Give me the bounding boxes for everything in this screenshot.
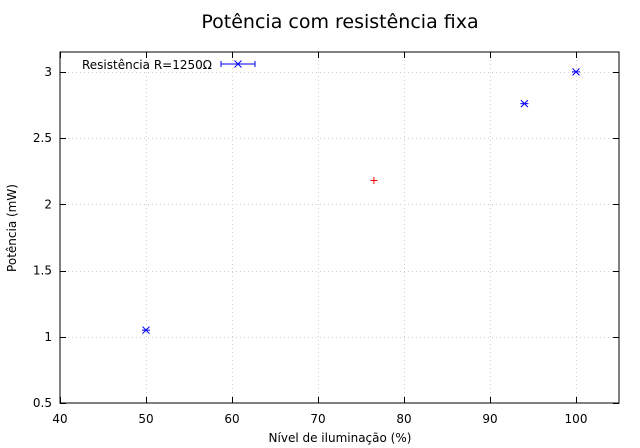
x-tick-label: 50 (138, 412, 153, 426)
data-point (572, 68, 580, 76)
data-points (142, 68, 580, 335)
grid-lines (60, 52, 619, 403)
y-tick-label: 1.5 (33, 264, 52, 278)
y-tick-label: 2.5 (33, 131, 52, 145)
legend: Resistência R=1250Ω (82, 58, 256, 72)
y-tick-label: 2 (44, 197, 52, 211)
x-tick-label: 40 (52, 412, 67, 426)
chart-title: Potência com resistência fixa (201, 11, 478, 33)
legend-label: Resistência R=1250Ω (82, 58, 212, 72)
plot-frame (59, 51, 620, 404)
data-point (142, 326, 150, 335)
x-tick-label: 70 (310, 412, 325, 426)
y-tick-label: 1 (44, 330, 52, 344)
x-tick-label: 100 (565, 412, 588, 426)
legend-point (234, 60, 242, 68)
x-tick-label: 60 (224, 412, 239, 426)
x-tick-label: 90 (482, 412, 497, 426)
y-tick-label: 3 (44, 65, 52, 79)
axis-ticks: 40 50 60 70 80 90 100 0.5 1 1.5 2 2.5 3 (33, 52, 619, 426)
y-axis-label: Potência (mW) (5, 184, 19, 272)
y-tick-label: 0.5 (33, 396, 52, 410)
x-axis-label: Nível de iluminação (%) (269, 431, 412, 445)
legend-sample (220, 60, 256, 68)
data-point (520, 99, 529, 108)
data-point (370, 176, 378, 184)
x-tick-label: 80 (396, 412, 411, 426)
